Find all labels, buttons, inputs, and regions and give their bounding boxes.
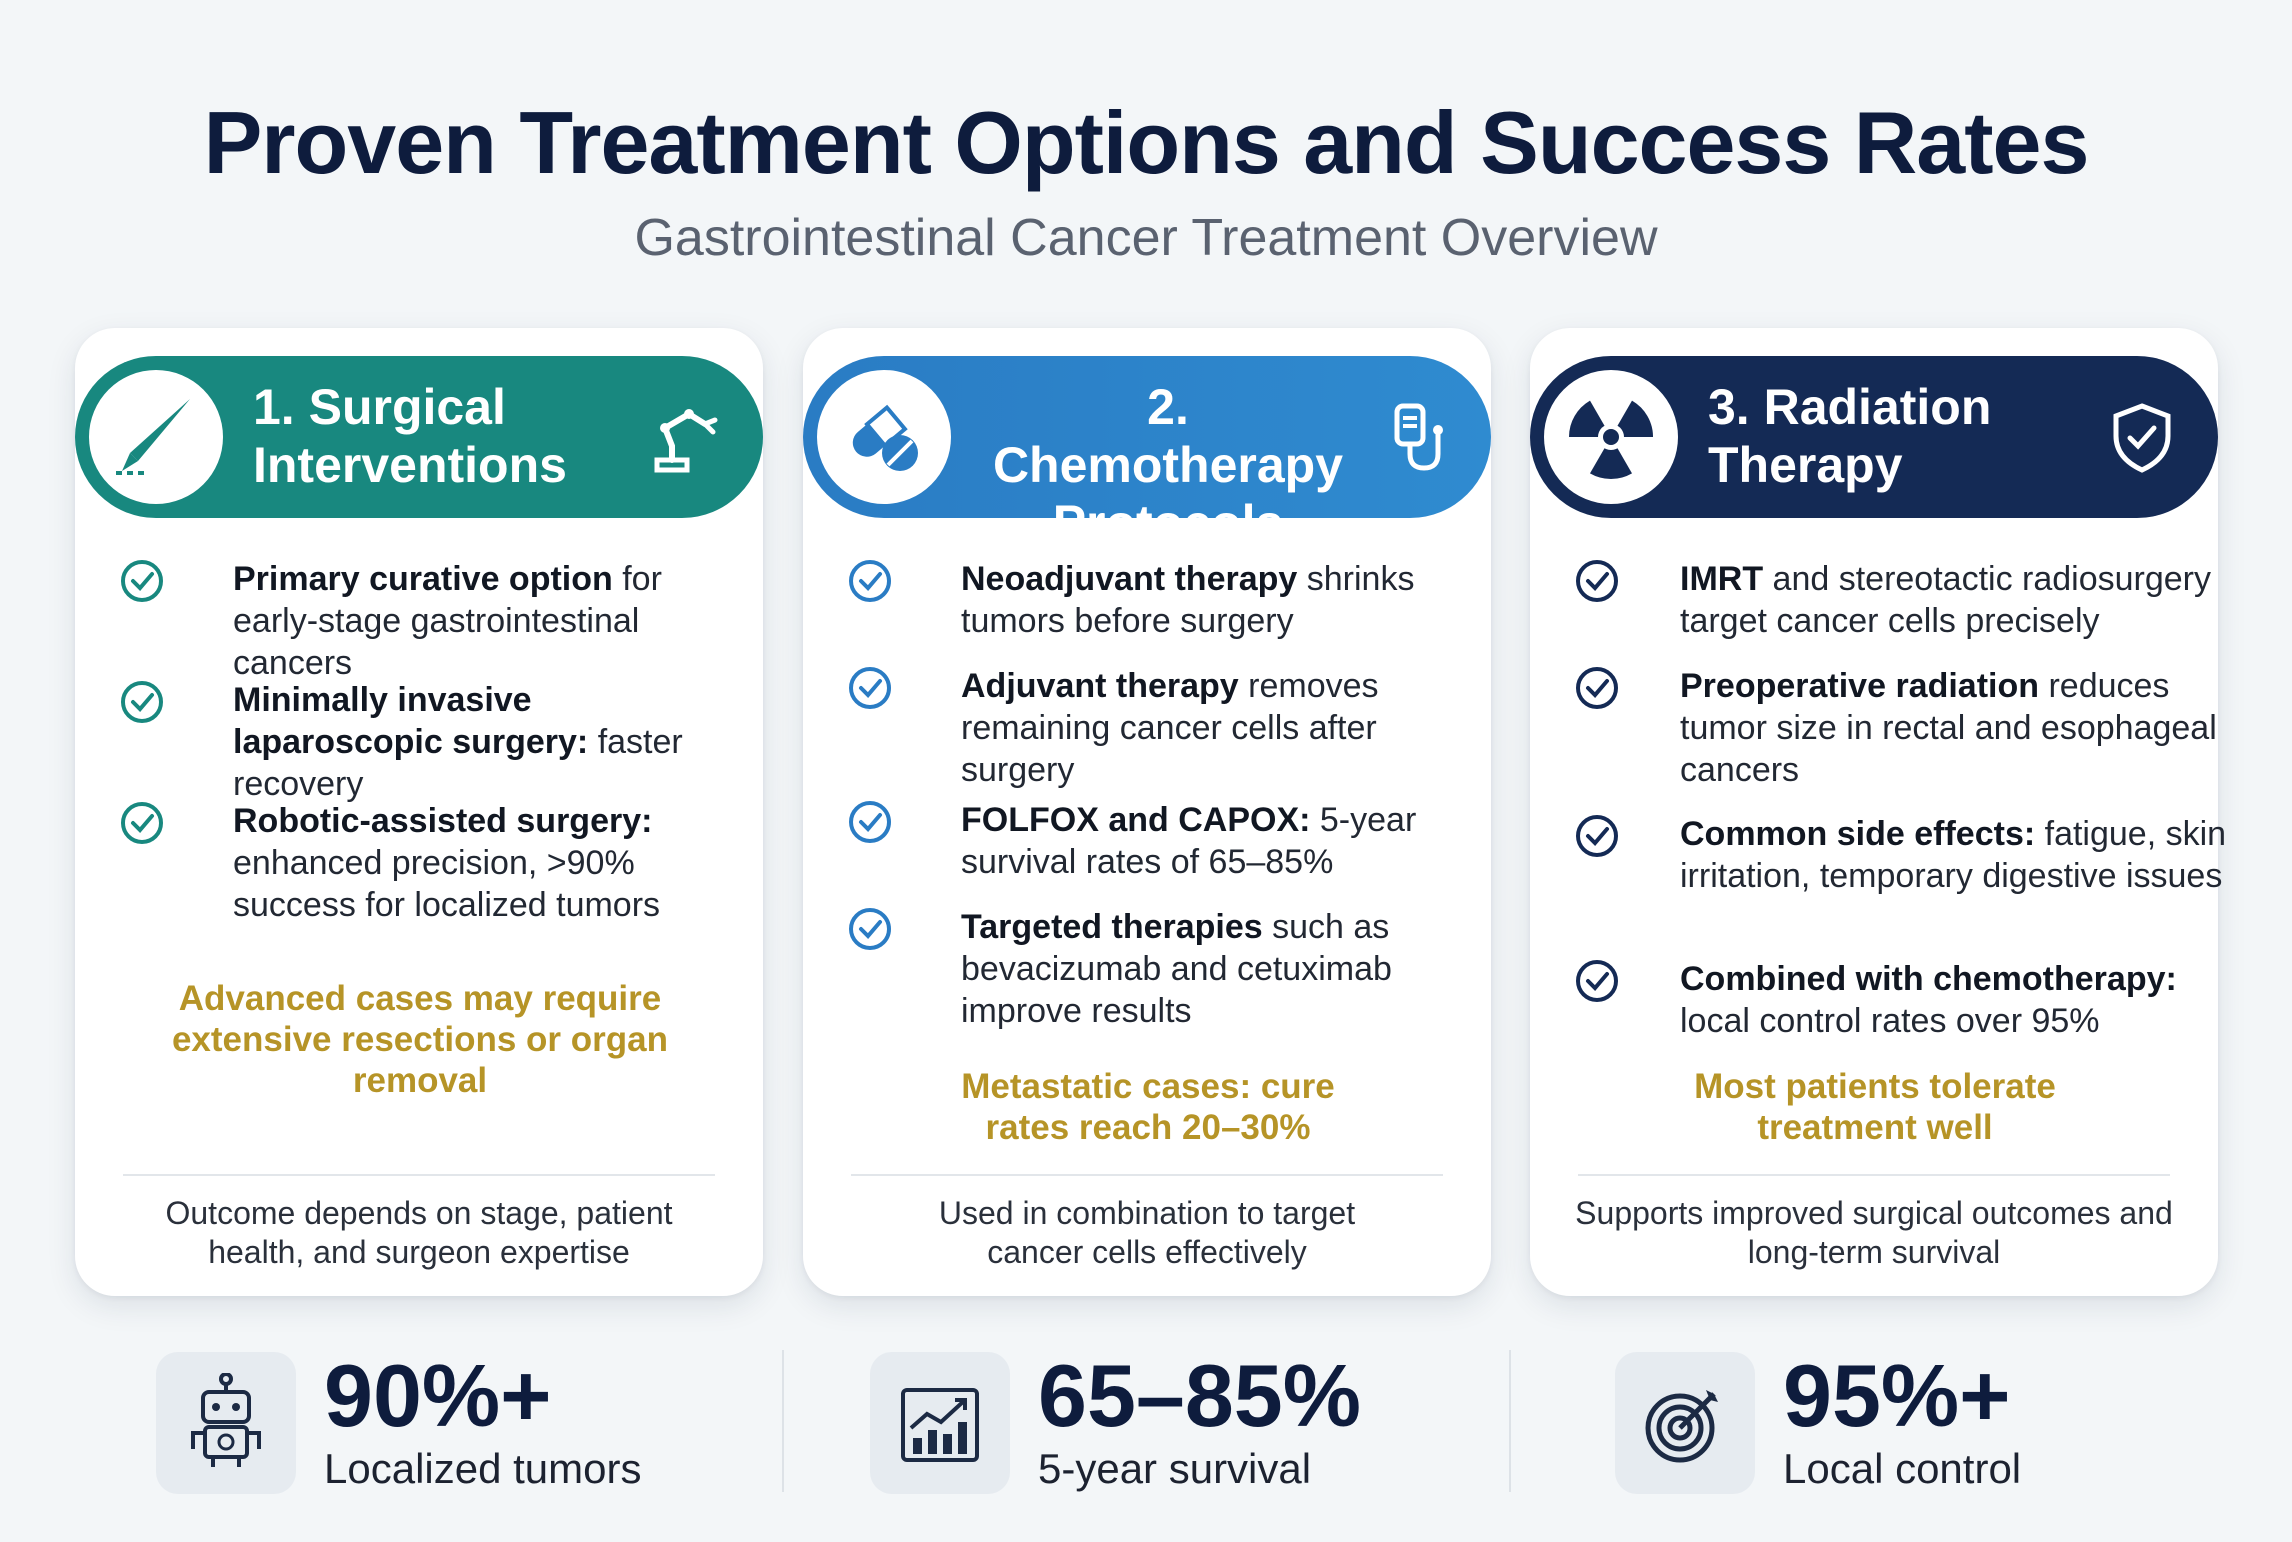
check-icon bbox=[121, 802, 163, 844]
title-line: 3. Radiation bbox=[1708, 379, 1992, 435]
item-text: FOLFOX and CAPOX: 5-year survival rates … bbox=[961, 801, 1417, 881]
list-item: Combined with chemotherapy: local contro… bbox=[1574, 958, 2177, 1042]
footer-note: Supports improved surgical outcomes and … bbox=[1575, 1195, 2173, 1270]
item-text: Common side effects: fatigue, skin irrit… bbox=[1680, 815, 2227, 895]
title-line: Therapy bbox=[1708, 437, 1903, 493]
stat-label: 5-year survival bbox=[1038, 1445, 1312, 1492]
list-item: Adjuvant therapy removes remaining cance… bbox=[847, 665, 1447, 791]
item-text: Combined with chemotherapy: local contro… bbox=[1680, 960, 2177, 1040]
highlight-note: Advanced cases may require extensive res… bbox=[171, 979, 669, 1100]
highlight-note: Metastatic cases: cure rates reach 20–30… bbox=[961, 1067, 1335, 1147]
footer-note: Outcome depends on stage, patient health… bbox=[165, 1195, 673, 1270]
check-icon bbox=[1576, 960, 1618, 1002]
list-item: Minimally invasive laparoscopic surgery:… bbox=[119, 679, 719, 805]
scalpel-icon bbox=[89, 370, 223, 504]
growth-chart-icon bbox=[870, 1352, 1010, 1494]
check-icon bbox=[849, 667, 891, 709]
stat-divider bbox=[1509, 1350, 1511, 1492]
chemotherapy-card-title: 2. Chemotherapy Protocols bbox=[968, 378, 1368, 552]
divider bbox=[123, 1174, 715, 1176]
page-subtitle: Gastrointestinal Cancer Treatment Overvi… bbox=[634, 209, 1658, 267]
item-text: Robotic-assisted surgery: enhanced preci… bbox=[233, 802, 661, 924]
item-text: Minimally invasive laparoscopic surgery:… bbox=[233, 681, 683, 803]
check-icon bbox=[121, 681, 163, 723]
item-text: Neoadjuvant therapy shrinks tumors befor… bbox=[961, 560, 1415, 640]
iv-drip-icon bbox=[1394, 403, 1443, 471]
surgical-card-title: 1. Surgical Interventions bbox=[253, 378, 633, 494]
check-icon bbox=[849, 560, 891, 602]
stat-value: 90%+ bbox=[324, 1346, 552, 1445]
item-text: Preoperative radiation reduces tumor siz… bbox=[1680, 667, 2217, 789]
check-icon bbox=[849, 801, 891, 843]
list-item: IMRT and stereotactic radiosurgery targe… bbox=[1574, 558, 2211, 642]
stat-label: Local control bbox=[1783, 1445, 2022, 1492]
radiation-icon bbox=[1544, 370, 1678, 504]
item-text: IMRT and stereotactic radiosurgery targe… bbox=[1680, 560, 2211, 640]
title-line: Interventions bbox=[253, 437, 567, 493]
chemotherapy-card: 2. Chemotherapy Protocols Neoadjuvant th… bbox=[803, 328, 1491, 1296]
list-item: Robotic-assisted surgery: enhanced preci… bbox=[119, 800, 719, 926]
stat-value: 95%+ bbox=[1783, 1346, 2011, 1445]
list-item: FOLFOX and CAPOX: 5-year survival rates … bbox=[847, 799, 1447, 883]
surgical-card: 1. Surgical Interventions Primary curati… bbox=[75, 328, 763, 1296]
stat-label: Localized tumors bbox=[324, 1445, 642, 1492]
list-item: Primary curative option for early-stage … bbox=[119, 558, 719, 684]
radiation-card-title: 3. Radiation Therapy bbox=[1708, 378, 2088, 494]
check-icon bbox=[121, 560, 163, 602]
title-line: 2. Chemotherapy bbox=[992, 379, 1344, 493]
divider bbox=[1578, 1174, 2170, 1176]
list-item: Common side effects: fatigue, skin irrit… bbox=[1574, 813, 2226, 897]
target-icon bbox=[1615, 1352, 1755, 1494]
chemotherapy-card-header: 2. Chemotherapy Protocols bbox=[803, 356, 1491, 551]
pills-icon bbox=[817, 370, 951, 504]
check-icon bbox=[849, 908, 891, 950]
highlight-note: Most patients tolerate treatment well bbox=[1694, 1067, 2056, 1147]
surgical-card-header: 1. Surgical Interventions bbox=[75, 356, 763, 518]
robotic-arm-icon bbox=[654, 409, 718, 473]
radiation-card-header: 3. Radiation Therapy bbox=[1530, 356, 2218, 518]
check-icon bbox=[1576, 560, 1618, 602]
footer-note: Used in combination to target cancer cel… bbox=[938, 1195, 1356, 1270]
shield-check-icon bbox=[2113, 403, 2171, 473]
stat-value: 65–85% bbox=[1038, 1346, 1361, 1445]
divider bbox=[851, 1174, 1443, 1176]
list-item: Targeted therapies such as bevacizumab a… bbox=[847, 906, 1447, 1032]
check-icon bbox=[1576, 667, 1618, 709]
item-text: Targeted therapies such as bevacizumab a… bbox=[961, 908, 1392, 1030]
robot-icon bbox=[156, 1352, 296, 1494]
item-text: Adjuvant therapy removes remaining cance… bbox=[961, 667, 1379, 789]
item-text: Primary curative option for early-stage … bbox=[233, 560, 662, 682]
title-line: 1. Surgical bbox=[253, 379, 506, 435]
list-item: Neoadjuvant therapy shrinks tumors befor… bbox=[847, 558, 1447, 642]
stat-divider bbox=[782, 1350, 784, 1492]
page-title: Proven Treatment Options and Success Rat… bbox=[203, 93, 2090, 192]
title-line: Protocols bbox=[1052, 495, 1284, 551]
radiation-card: 3. Radiation Therapy IMRT and stereotact… bbox=[1530, 328, 2226, 1296]
list-item: Preoperative radiation reduces tumor siz… bbox=[1574, 665, 2217, 791]
check-icon bbox=[1576, 815, 1618, 857]
